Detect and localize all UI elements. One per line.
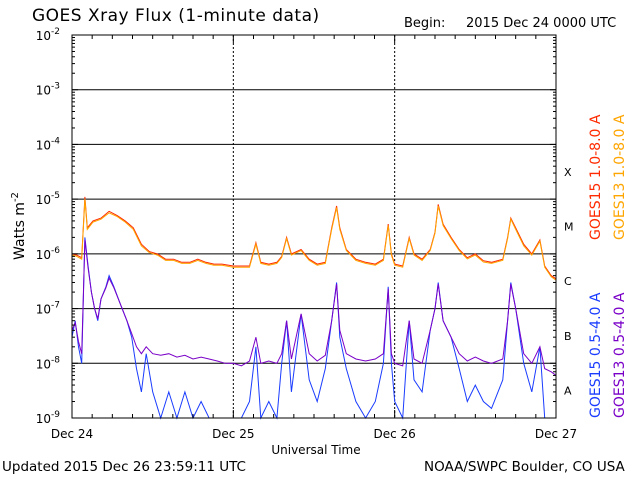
- y-axis-label: Watts m-2: [10, 192, 28, 260]
- x-axis-label: Universal Time: [271, 443, 360, 457]
- updated-timestamp: Updated 2015 Dec 26 23:59:11 UTC: [2, 459, 246, 475]
- series-line-4: [71, 239, 557, 376]
- y-tick-label: 10-8: [36, 355, 61, 371]
- x-tick-label: Dec 27: [535, 427, 577, 441]
- legend: GOES15 1.0-8.0 A GOES13 1.0-8.0 A GOES15 0…: [588, 114, 628, 418]
- legend-entry-3: GOES15 0.5-4.0 A: [588, 292, 604, 418]
- legend-entry-1: GOES15 1.0-8.0 A: [588, 114, 604, 240]
- credit-text: NOAA/SWPC Boulder, CO USA: [424, 459, 625, 475]
- y-tick-label: 10-7: [36, 301, 60, 317]
- begin-value: 2015 Dec 24 0000 UTC: [466, 16, 617, 31]
- y-tick-label: 10-2: [36, 27, 60, 43]
- grid-layer: [72, 35, 556, 418]
- x-tick-label: Dec 24: [51, 427, 93, 441]
- y-tick-label: 10-3: [36, 82, 60, 98]
- series-line-1: [71, 196, 557, 280]
- series-layer: [71, 196, 557, 420]
- flare-class-label: A: [564, 385, 572, 398]
- flare-class-label: C: [564, 275, 572, 288]
- series-line-3: [71, 237, 556, 420]
- chart-title: GOES Xray Flux (1-minute data): [32, 6, 320, 26]
- legend-entry-4: GOES13 0.5-4.0 A: [612, 292, 628, 418]
- flare-class-label: X: [564, 166, 572, 179]
- begin-label: Begin:: [404, 16, 446, 31]
- x-tick-label: Dec 26: [374, 427, 416, 441]
- flare-class-label: B: [564, 330, 572, 343]
- y-tick-label: 10-6: [36, 246, 61, 262]
- legend-entry-2: GOES13 1.0-8.0 A: [612, 114, 628, 240]
- y-tick-label: 10-5: [36, 191, 60, 207]
- flare-class-label: M: [564, 221, 574, 234]
- y-tick-label: 10-4: [36, 136, 61, 152]
- y-tick-label: 10-9: [36, 410, 61, 426]
- x-tick-label: Dec 25: [212, 427, 254, 441]
- series-line-2: [71, 199, 557, 281]
